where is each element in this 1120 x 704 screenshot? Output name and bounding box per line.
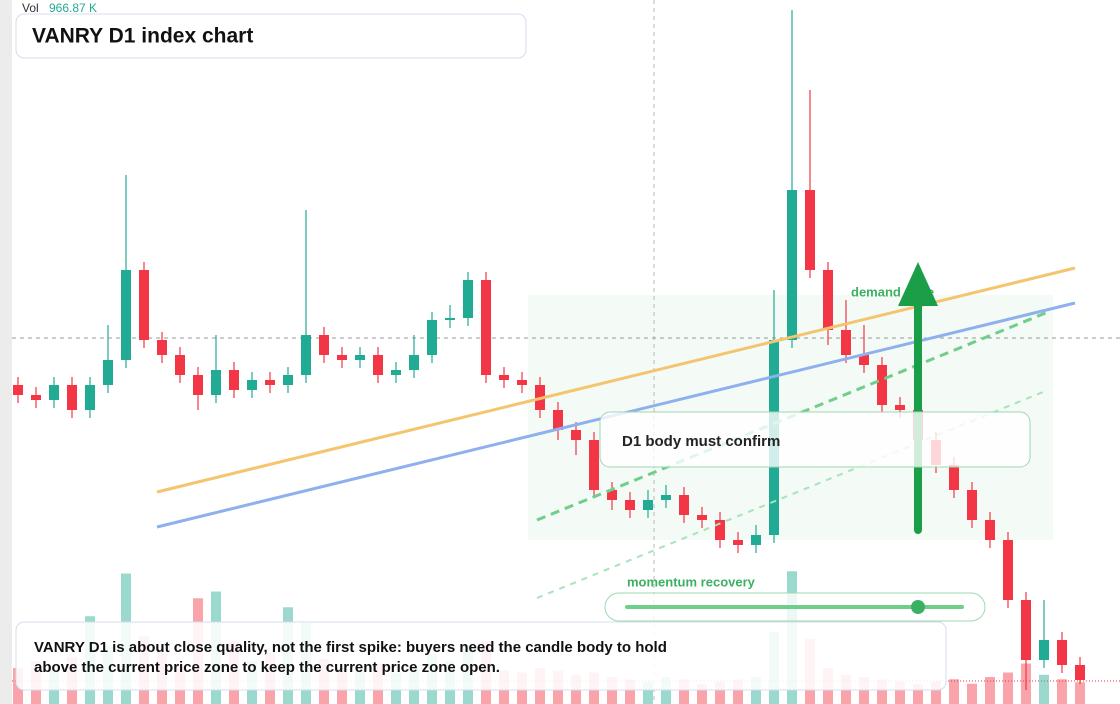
candle-body — [49, 385, 59, 400]
candle-body — [679, 495, 689, 515]
candle-body — [463, 280, 473, 318]
candle-body — [589, 440, 599, 490]
volume-bar — [679, 679, 689, 704]
candle-body — [337, 355, 347, 360]
candle-body — [211, 370, 221, 395]
volume-bar — [1057, 679, 1067, 704]
candle-body — [1057, 640, 1067, 665]
volume-bar — [643, 681, 653, 704]
candle-body — [697, 515, 707, 520]
candle-body — [715, 520, 725, 540]
candle-body — [895, 405, 905, 410]
note-box — [15, 621, 947, 691]
candle-body — [949, 465, 959, 490]
volume-bar — [967, 683, 977, 704]
callout-text: D1 body must confirm — [622, 433, 780, 450]
candle-body — [625, 500, 635, 510]
candle-body — [13, 385, 23, 395]
candle-body — [31, 395, 41, 400]
candle-body — [229, 370, 239, 390]
candle-body — [805, 190, 815, 270]
volume-bar — [913, 683, 923, 704]
candle-body — [823, 270, 833, 330]
candle-body — [85, 385, 95, 410]
volume-bar — [877, 679, 887, 704]
candle-body — [103, 360, 113, 385]
candle-body — [1003, 540, 1013, 600]
candle-body — [391, 370, 401, 375]
candle-body — [661, 495, 671, 500]
volume-bar — [733, 679, 743, 704]
candle-body — [985, 520, 995, 540]
volume-bar — [985, 677, 995, 704]
candle-body — [1039, 640, 1049, 660]
volume-bar — [949, 679, 959, 704]
candle-body — [859, 355, 869, 365]
volume-readout: 966.87 K — [49, 1, 97, 15]
candle-body — [175, 355, 185, 375]
candle-body — [841, 330, 851, 355]
note-line: above the current price zone to keep the… — [34, 659, 500, 676]
candle-body — [517, 380, 527, 385]
volume-bar — [715, 681, 725, 704]
candle-body — [67, 385, 77, 410]
candle-body — [409, 355, 419, 370]
candle-body — [445, 318, 455, 320]
side-strip — [0, 0, 12, 704]
candle-body — [301, 335, 311, 375]
momentum-label: momentum recovery — [627, 574, 756, 589]
candle-body — [355, 355, 365, 360]
candle-body — [139, 270, 149, 340]
candle-body — [247, 380, 257, 390]
candle-body — [1021, 600, 1031, 660]
candle-body — [571, 430, 581, 440]
candle-body — [553, 410, 563, 430]
candle-body — [607, 490, 617, 500]
volume-bar — [625, 679, 635, 704]
candle-body — [121, 270, 131, 360]
candle-body — [751, 535, 761, 545]
title-box — [15, 13, 527, 59]
arrow-head — [898, 262, 938, 306]
candle-body — [373, 355, 383, 375]
volume-bar — [1003, 672, 1013, 704]
candle-body — [481, 280, 491, 375]
candle-body — [283, 375, 293, 385]
volume-bar — [1039, 674, 1049, 704]
candle-body — [157, 340, 167, 355]
volume-bar — [697, 683, 707, 704]
candle-body — [319, 335, 329, 355]
chart-title: VANRY D1 index chart — [32, 25, 253, 48]
volume-bar — [895, 681, 905, 704]
candle-body — [499, 375, 509, 380]
candle-body — [427, 320, 437, 355]
candle-body — [265, 380, 275, 385]
volume-bar — [1075, 682, 1085, 704]
candle-body — [877, 365, 887, 405]
candle-body — [787, 190, 797, 340]
note-line: VANRY D1 is about close quality, not the… — [34, 639, 667, 656]
candle-body — [1075, 665, 1085, 680]
candle-body — [193, 375, 203, 395]
volume-label: Vol — [22, 1, 39, 15]
candle-body — [733, 540, 743, 545]
candle-body — [643, 500, 653, 510]
callout-box — [599, 411, 1031, 468]
momentum-knob — [911, 600, 925, 614]
volume-bar — [931, 681, 941, 704]
candle-body — [967, 490, 977, 520]
